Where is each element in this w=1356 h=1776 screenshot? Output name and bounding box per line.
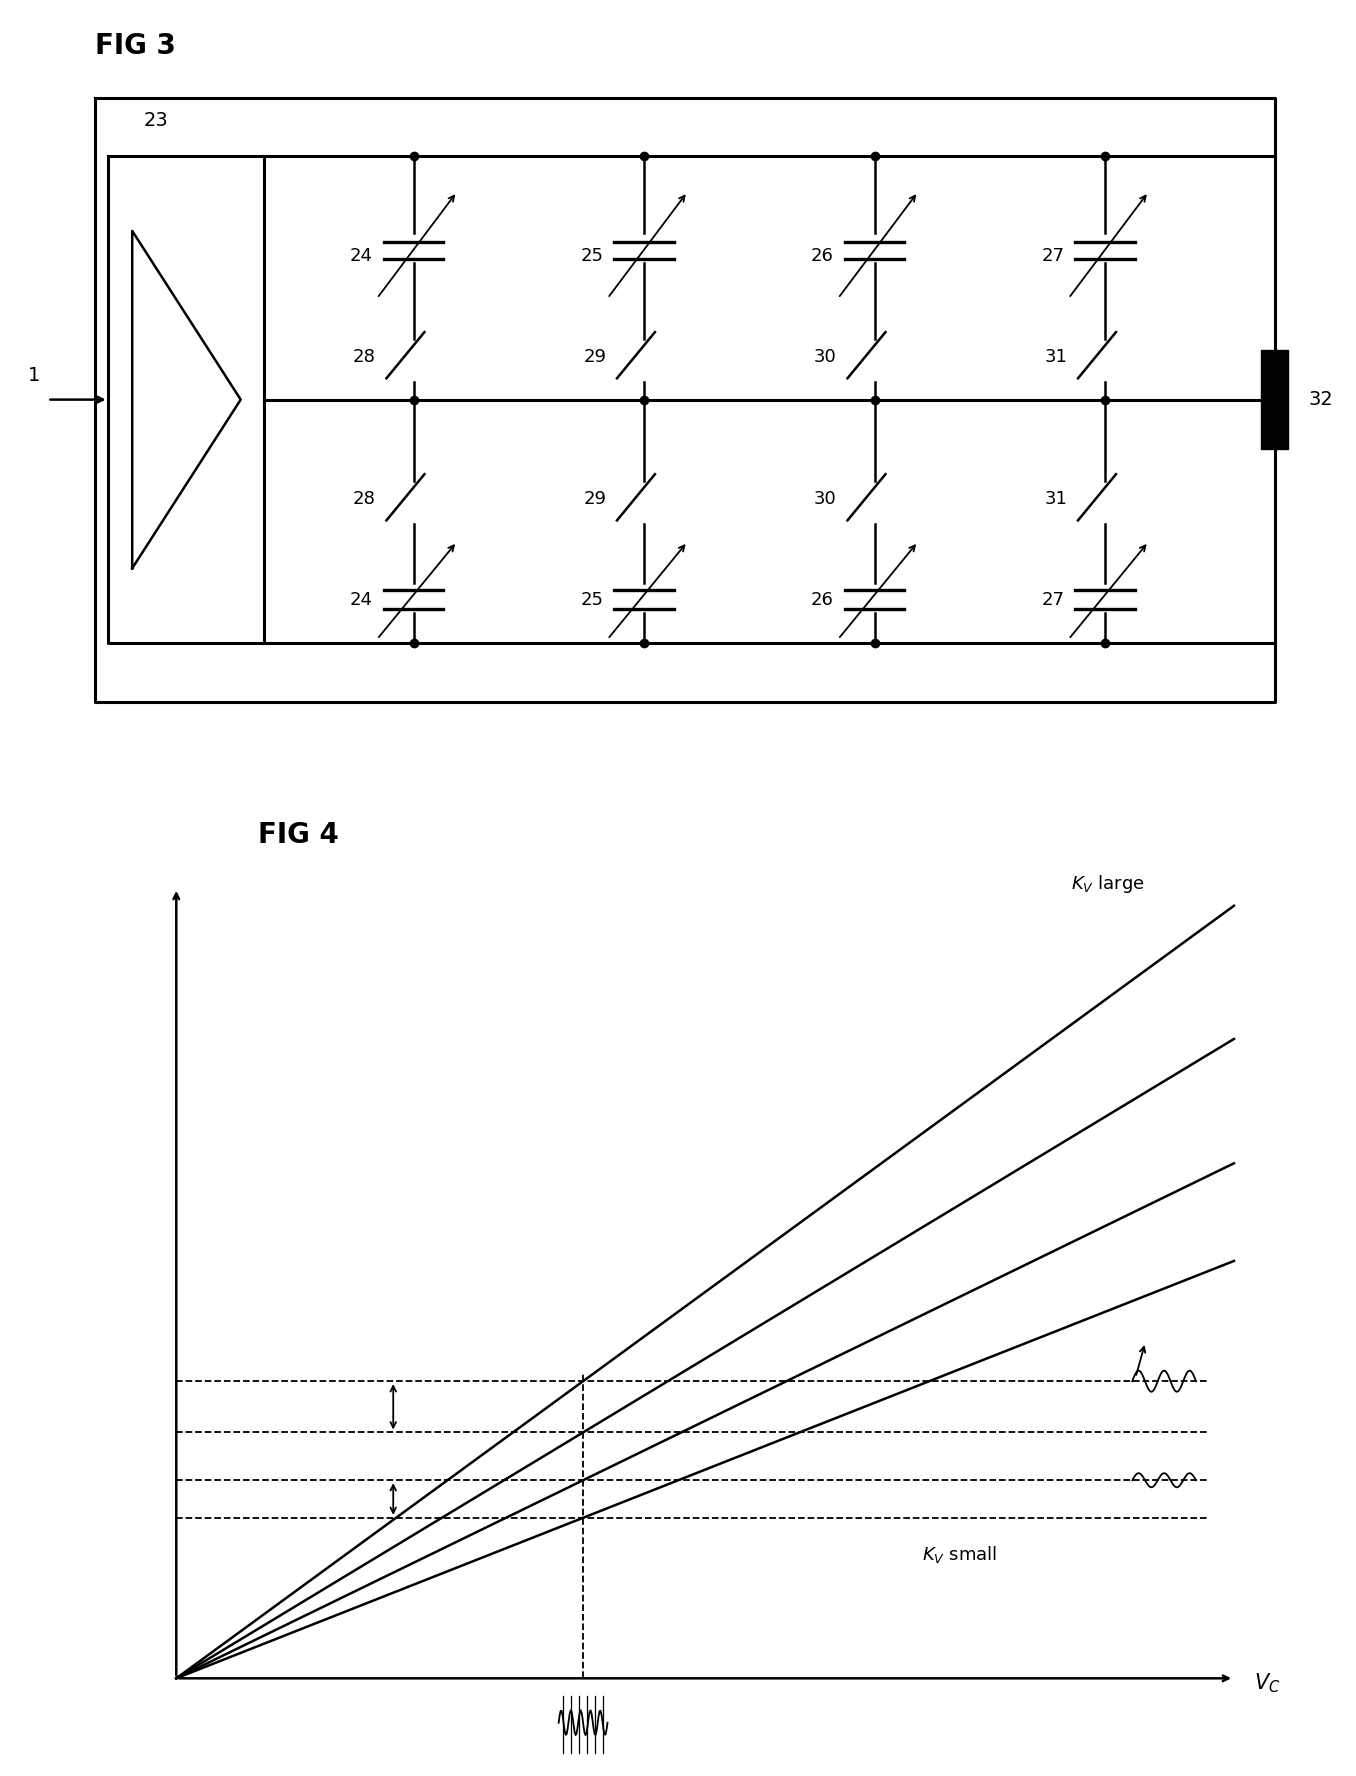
Text: 29: 29 xyxy=(583,348,606,366)
Text: FIG 3: FIG 3 xyxy=(95,32,176,60)
Text: $V_C$: $V_C$ xyxy=(1254,1671,1280,1696)
Text: 26: 26 xyxy=(811,591,834,609)
Text: 27: 27 xyxy=(1041,247,1064,265)
Text: 24: 24 xyxy=(350,591,373,609)
Text: 30: 30 xyxy=(814,348,837,366)
Text: 25: 25 xyxy=(580,591,603,609)
Text: $K_V$ large: $K_V$ large xyxy=(1071,874,1144,895)
Text: 26: 26 xyxy=(811,247,834,265)
Bar xyxy=(1261,350,1288,449)
Text: 1: 1 xyxy=(27,366,41,385)
Text: 31: 31 xyxy=(1044,348,1067,366)
Text: FIG 4: FIG 4 xyxy=(258,821,339,849)
Text: 28: 28 xyxy=(353,490,376,508)
Text: 27: 27 xyxy=(1041,591,1064,609)
Text: $K_V$ small: $K_V$ small xyxy=(922,1545,997,1565)
Text: 23: 23 xyxy=(144,110,168,130)
Text: 32: 32 xyxy=(1309,391,1333,408)
Text: 30: 30 xyxy=(814,490,837,508)
Text: 24: 24 xyxy=(350,247,373,265)
Text: 29: 29 xyxy=(583,490,606,508)
Text: 31: 31 xyxy=(1044,490,1067,508)
Text: 25: 25 xyxy=(580,247,603,265)
Text: 28: 28 xyxy=(353,348,376,366)
